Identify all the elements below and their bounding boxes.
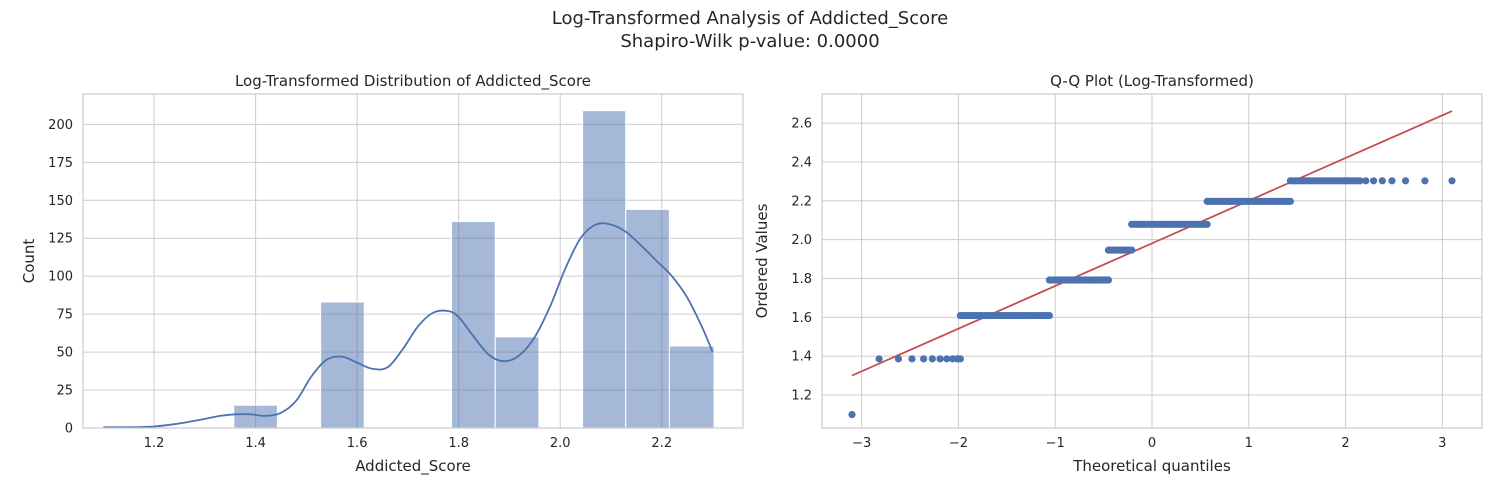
hist-axes-frame: [82, 93, 744, 429]
qq-point: [1104, 276, 1113, 284]
qq-x-tick-label: 1: [1245, 436, 1253, 451]
qq-point: [894, 355, 903, 363]
qq-point: [908, 355, 916, 363]
hist-y-tick-label: 0: [65, 422, 73, 437]
qq-reference-line: [851, 110, 1453, 377]
hist-x-tick-label: 2.2: [651, 436, 672, 451]
qq-point: [1378, 177, 1386, 185]
hist-x-tick-label: 1.8: [448, 436, 469, 451]
qq-point: [1448, 177, 1456, 185]
qq-point: [1401, 177, 1410, 185]
hist-x-tick-label: 1.2: [144, 436, 165, 451]
figure-title-line-2: Shapiro-Wilk p-value: 0.0000: [620, 31, 880, 52]
hist-x-tick-label: 1.4: [245, 436, 266, 451]
qq-point: [1370, 177, 1378, 185]
qq-y-tick-label: 1.8: [791, 272, 812, 287]
histogram-panel: 1.2 1.4 1.6 1.8 2.0 2.2 0 25 50 75 100 125 150 175 200…: [20, 72, 744, 476]
qq-point: [1421, 177, 1429, 185]
kde-curve: [103, 222, 714, 429]
qq-y-tick-label: 2.2: [791, 194, 812, 209]
qq-point: [1356, 177, 1364, 185]
hist-x-tick-label: 1.6: [347, 436, 368, 451]
qq-point: [943, 355, 951, 363]
hist-x-tick-label: 2.0: [550, 436, 571, 451]
qq-plot-panel: −3 −2 −1 0 1 2 3 1.2 1.4 1.6 1.8 2.0 2.2 2.4 2.6 Q-Q Pl…: [753, 72, 1483, 475]
hist-y-tick-label: 200: [48, 118, 73, 133]
qq-y-tick-label: 1.4: [791, 350, 812, 365]
hist-y-axis-label: Count: [20, 239, 38, 284]
qq-point: [1388, 177, 1396, 185]
qq-point: [1286, 197, 1294, 205]
qq-point: [1045, 311, 1054, 320]
qq-x-tick-label: −3: [852, 436, 871, 451]
qq-point: [1362, 177, 1370, 185]
hist-y-tick-label: 75: [56, 308, 73, 323]
qq-x-axis-label: Theoretical quantiles: [1072, 457, 1231, 475]
histogram-bar: [625, 208, 670, 429]
histogram-bar: [320, 301, 365, 429]
qq-axes-frame: [821, 93, 1483, 429]
qq-point: [848, 411, 856, 419]
hist-y-tick-label: 100: [48, 270, 73, 285]
qq-point: [875, 355, 883, 363]
qq-x-tick-label: 2: [1341, 436, 1349, 451]
qq-y-tick-label: 2.4: [791, 155, 812, 170]
qq-y-axis-label: Ordered Values: [753, 203, 771, 318]
hist-y-tick-label: 25: [56, 384, 73, 399]
qq-x-tick-label: 3: [1438, 436, 1446, 451]
qq-title: Q-Q Plot (Log-Transformed): [1050, 72, 1254, 90]
histogram-bar: [582, 110, 627, 429]
histogram-bar: [451, 221, 496, 429]
histogram-bar: [668, 345, 715, 429]
hist-title: Log-Transformed Distribution of Addicted…: [235, 72, 591, 91]
figure-title-line-1: Log-Transformed Analysis of Addicted_Sco…: [551, 8, 949, 29]
qq-y-tick-label: 2.0: [791, 233, 812, 248]
hist-y-tick-label: 125: [48, 232, 73, 247]
hist-x-axis-label: Addicted_Score: [355, 457, 471, 476]
qq-x-tick-label: 0: [1148, 436, 1156, 451]
hist-y-tick-label: 175: [48, 156, 73, 171]
histogram-bar: [233, 404, 278, 429]
qq-point: [928, 355, 936, 363]
qq-point: [953, 355, 962, 363]
qq-point: [920, 355, 928, 363]
qq-point: [936, 355, 944, 363]
qq-x-tick-label: −1: [1046, 436, 1065, 451]
qq-point: [1128, 246, 1136, 254]
qq-y-tick-label: 1.6: [791, 311, 812, 326]
hist-y-tick-label: 50: [56, 346, 73, 361]
qq-x-tick-label: −2: [949, 436, 968, 451]
qq-y-tick-label: 2.6: [791, 117, 812, 132]
qq-y-tick-label: 1.2: [791, 388, 812, 403]
qq-point: [1203, 220, 1211, 228]
hist-y-tick-label: 150: [48, 194, 73, 209]
histogram-bar: [494, 336, 540, 429]
